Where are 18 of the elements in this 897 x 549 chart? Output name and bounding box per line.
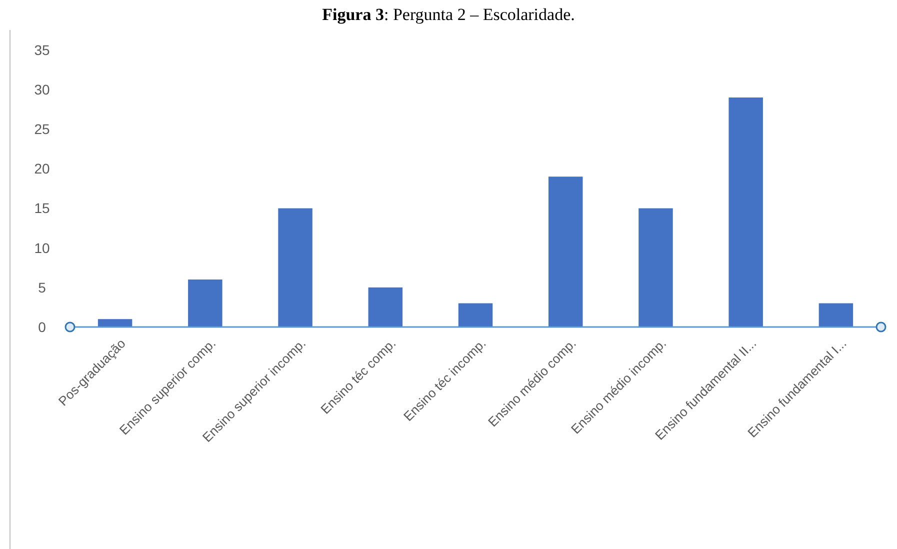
y-tick-label: 10 [34, 240, 50, 256]
y-tick-label: 15 [34, 200, 50, 216]
y-tick-label: 0 [38, 318, 46, 335]
y-tick-label: 5 [38, 279, 46, 296]
bar [278, 208, 312, 327]
bar [98, 319, 132, 327]
chart-title: Figura 3: Pergunta 2 – Escolaridade. [322, 5, 575, 24]
bar [368, 287, 403, 327]
y-tick-label: 20 [34, 160, 50, 177]
bar [458, 303, 493, 327]
bar [638, 208, 673, 327]
y-tick-label: 35 [34, 42, 50, 58]
bar [188, 280, 222, 327]
y-tick-label: 25 [34, 121, 50, 138]
bar [728, 97, 763, 327]
bar [818, 303, 854, 327]
bar [548, 176, 583, 327]
y-tick-label: 30 [34, 81, 50, 98]
